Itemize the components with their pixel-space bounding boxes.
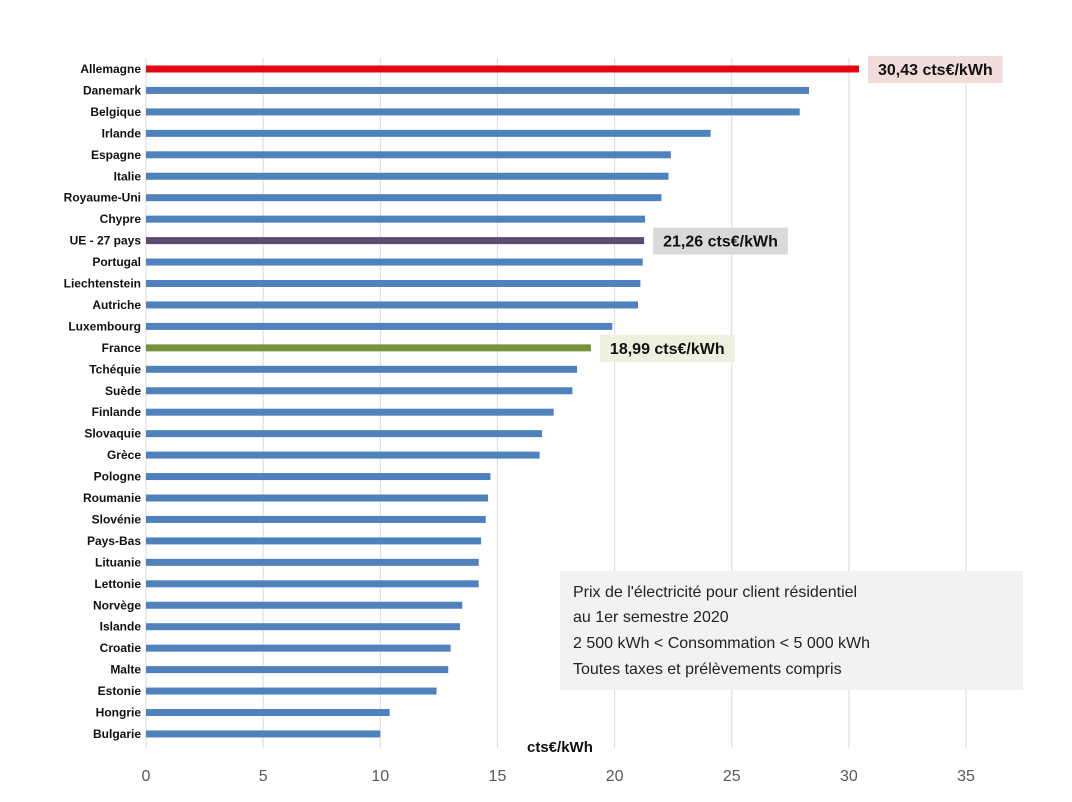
bar	[146, 687, 437, 695]
bar	[146, 172, 669, 180]
bar	[146, 644, 451, 652]
bar	[146, 473, 491, 481]
info-line-4: Toutes taxes et prélèvements compris	[573, 661, 842, 678]
bar	[146, 301, 639, 309]
category-label: Norvège	[93, 598, 141, 612]
bar	[146, 258, 643, 266]
annotation-background	[867, 56, 1003, 83]
bar	[146, 280, 641, 287]
bar	[146, 623, 460, 631]
x-tick-label: 0	[142, 768, 151, 785]
category-label: France	[102, 341, 142, 355]
value-annotation: 30,43 cts€/kWh	[867, 56, 1003, 83]
bar	[146, 580, 479, 588]
category-label: Danemark	[83, 83, 141, 97]
category-label: Autriche	[92, 298, 141, 312]
bar	[146, 451, 540, 459]
info-line-3: 2 500 kWh < Consommation < 5 000 kWh	[573, 635, 870, 652]
category-label: Italie	[114, 169, 142, 183]
bar	[146, 129, 711, 137]
value-annotation: 18,99 cts€/kWh	[599, 334, 735, 362]
info-line-1: Prix de l'électricité pour client réside…	[573, 584, 857, 601]
bar	[146, 408, 554, 416]
bar	[146, 601, 463, 609]
category-label: Grèce	[107, 448, 141, 462]
x-tick-label: 25	[723, 768, 741, 785]
bar	[146, 322, 613, 330]
info-line-2: au 1er semestre 2020	[573, 609, 729, 626]
x-tick-label: 35	[957, 768, 975, 785]
info-box-background	[560, 571, 1023, 690]
category-label: Lettonie	[94, 577, 141, 591]
category-label: Pays-Bas	[87, 534, 141, 548]
bar	[146, 344, 591, 352]
x-tick-label: 5	[259, 768, 268, 785]
annotation-background	[653, 227, 788, 255]
x-tick-labels: 0 5 10 15 20 25 30 35	[142, 768, 976, 785]
category-label: Luxembourg	[68, 319, 141, 333]
x-tick-label: 20	[606, 768, 624, 785]
bar	[146, 537, 482, 545]
category-label: Suède	[105, 384, 141, 398]
value-annotations: 30,43 cts€/kWh 21,26 cts€/kWh 18,99 cts€/k…	[599, 56, 1003, 362]
category-label: Hongrie	[96, 706, 142, 720]
bar	[146, 108, 800, 116]
bar	[146, 494, 489, 502]
category-labels: Allemagne Danemark Belgique Irlande Espagne I…	[64, 62, 142, 741]
category-label: Roumanie	[83, 491, 141, 505]
category-label: Espagne	[91, 148, 141, 162]
bar	[146, 194, 662, 202]
category-label: Allemagne	[80, 62, 141, 76]
annotation-text: 30,43 cts€/kWh	[878, 62, 993, 79]
bar	[146, 65, 859, 73]
bar	[146, 86, 810, 94]
annotation-background	[599, 334, 735, 362]
bar	[146, 430, 542, 438]
category-label: Lituanie	[95, 555, 141, 569]
category-label: Royaume-Uni	[64, 191, 141, 205]
category-label: Slovénie	[92, 512, 142, 526]
category-label: Liechtenstein	[64, 277, 141, 291]
bar	[146, 709, 390, 716]
bar	[146, 365, 578, 373]
bar	[146, 387, 573, 395]
annotation-text: 18,99 cts€/kWh	[610, 341, 725, 358]
info-box: Prix de l'électricité pour client réside…	[560, 571, 1023, 690]
x-tick-label: 10	[371, 768, 389, 785]
bar	[146, 558, 479, 566]
category-label: Pologne	[94, 470, 142, 484]
bar	[146, 730, 381, 738]
category-label: Slovaquie	[84, 427, 141, 441]
x-tick-label: 30	[840, 768, 858, 785]
annotation-text: 21,26 cts€/kWh	[663, 234, 778, 251]
bar	[146, 237, 645, 245]
bar	[146, 215, 646, 223]
bar	[146, 515, 486, 523]
category-label: Tchéquie	[89, 362, 141, 376]
value-annotation: 21,26 cts€/kWh	[653, 227, 788, 255]
category-label: Irlande	[102, 126, 142, 140]
bars-group	[146, 65, 859, 738]
bar	[146, 151, 671, 159]
category-label: Estonie	[98, 684, 142, 698]
category-label: Finlande	[92, 405, 142, 419]
category-label: Islande	[100, 620, 142, 634]
category-label: Belgique	[90, 105, 141, 119]
x-tick-label: 15	[489, 768, 507, 785]
category-label: Croatie	[100, 641, 142, 655]
category-label: Chypre	[100, 212, 142, 226]
category-label: Bulgarie	[93, 727, 141, 741]
x-axis-label: cts€/kWh	[527, 739, 593, 756]
category-label: Portugal	[92, 255, 141, 269]
category-label: Malte	[110, 663, 141, 677]
bar	[146, 666, 449, 674]
category-label: UE - 27 pays	[70, 234, 142, 248]
